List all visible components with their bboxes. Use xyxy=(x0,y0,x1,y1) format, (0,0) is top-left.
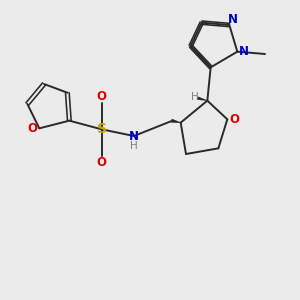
Text: N: N xyxy=(239,45,249,58)
Text: S: S xyxy=(97,122,107,136)
Text: O: O xyxy=(28,122,38,135)
Text: O: O xyxy=(97,155,107,169)
Text: O: O xyxy=(230,113,240,126)
Text: O: O xyxy=(97,90,107,103)
Text: N: N xyxy=(228,13,238,26)
Text: H: H xyxy=(191,92,199,102)
Polygon shape xyxy=(171,119,181,123)
Text: N: N xyxy=(129,130,139,142)
Polygon shape xyxy=(197,96,207,101)
Text: H: H xyxy=(130,141,138,151)
